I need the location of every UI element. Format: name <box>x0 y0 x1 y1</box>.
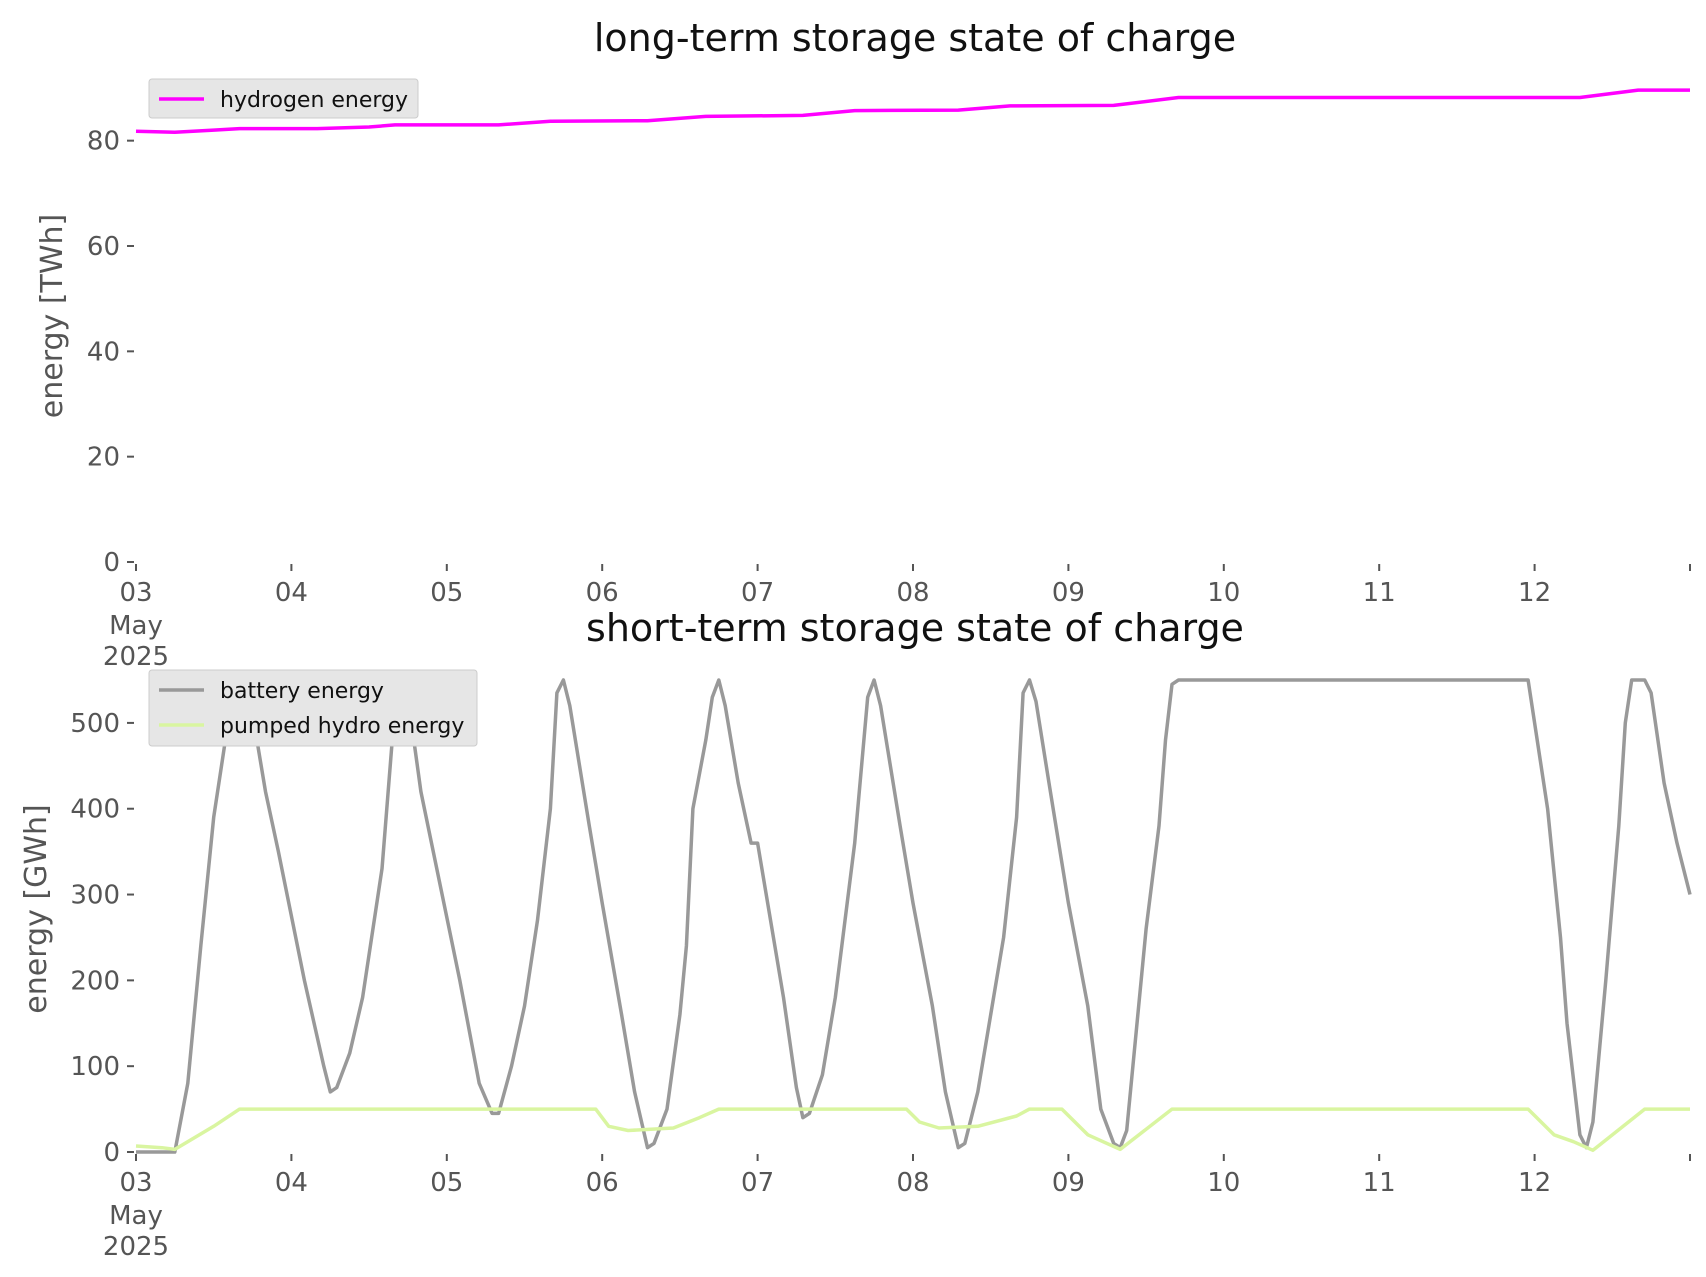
y-axis: 0 20 40 60 80 <box>87 127 134 578</box>
x-tick-label: 12 <box>1518 1168 1551 1198</box>
y-tick-label: 200 <box>70 966 120 996</box>
x-tick-label-extra: May <box>109 1201 163 1231</box>
x-tick-label: 03 <box>119 578 152 608</box>
x-tick-label: 08 <box>896 1168 929 1198</box>
x-tick-label-extra: 2025 <box>103 642 169 672</box>
y-axis: 0 100 200 300 400 500 <box>70 709 134 1168</box>
short-term-chart: short-term storage state of charge energ… <box>19 606 1692 1262</box>
y-tick-label: 40 <box>87 337 120 367</box>
y-tick-label: 500 <box>70 709 120 739</box>
y-tick-label: 0 <box>103 548 120 578</box>
legend-label: hydrogen energy <box>220 88 408 113</box>
series-line-hydrogen-energy <box>135 88 1690 134</box>
y-tick-label: 60 <box>87 232 120 262</box>
x-tick-label: 12 <box>1518 578 1551 608</box>
y-tick-label: 0 <box>103 1138 120 1168</box>
y-tick-label: 20 <box>87 443 120 473</box>
y-tick-label: 400 <box>70 795 120 825</box>
plot-area <box>135 678 1692 1154</box>
x-tick-label-extra: May <box>109 611 163 641</box>
legend: battery energy pumped hydro energy <box>148 669 478 747</box>
x-tick-label-extra: 2025 <box>103 1232 169 1262</box>
y-axis-label: energy [TWh] <box>35 214 70 418</box>
plot-area <box>135 88 1690 134</box>
x-tick-label: 06 <box>586 578 619 608</box>
series-line-pumped-hydro-energy <box>135 1107 1690 1153</box>
legend-box <box>148 78 419 119</box>
legend-label: battery energy <box>220 679 384 704</box>
y-tick-label: 100 <box>70 1052 120 1082</box>
x-tick-label: 11 <box>1363 1168 1396 1198</box>
x-tick-label: 09 <box>1052 1168 1085 1198</box>
x-tick-label: 07 <box>741 1168 774 1198</box>
x-tick-label: 04 <box>275 578 308 608</box>
x-tick-label: 05 <box>430 1168 463 1198</box>
x-tick-label: 09 <box>1052 578 1085 608</box>
x-tick-label: 08 <box>896 578 929 608</box>
y-tick-label: 300 <box>70 881 120 911</box>
legend: hydrogen energy <box>148 78 419 119</box>
long-term-chart: long-term storage state of charge energy… <box>35 16 1691 672</box>
legend-box <box>148 669 478 747</box>
x-tick-label: 06 <box>586 1168 619 1198</box>
chart-title: short-term storage state of charge <box>586 606 1244 650</box>
x-tick-label: 10 <box>1207 578 1240 608</box>
chart-title: long-term storage state of charge <box>594 16 1236 60</box>
series-line-battery-energy <box>136 678 1692 1154</box>
x-tick-label: 11 <box>1363 578 1396 608</box>
x-tick-label: 05 <box>430 578 463 608</box>
x-tick-label: 04 <box>275 1168 308 1198</box>
x-tick-label: 03 <box>119 1168 152 1198</box>
legend-label: pumped hydro energy <box>220 714 464 739</box>
y-axis-label: energy [GWh] <box>19 804 54 1013</box>
y-tick-label: 80 <box>87 127 120 157</box>
x-tick-label: 10 <box>1207 1168 1240 1198</box>
x-tick-label: 07 <box>741 578 774 608</box>
